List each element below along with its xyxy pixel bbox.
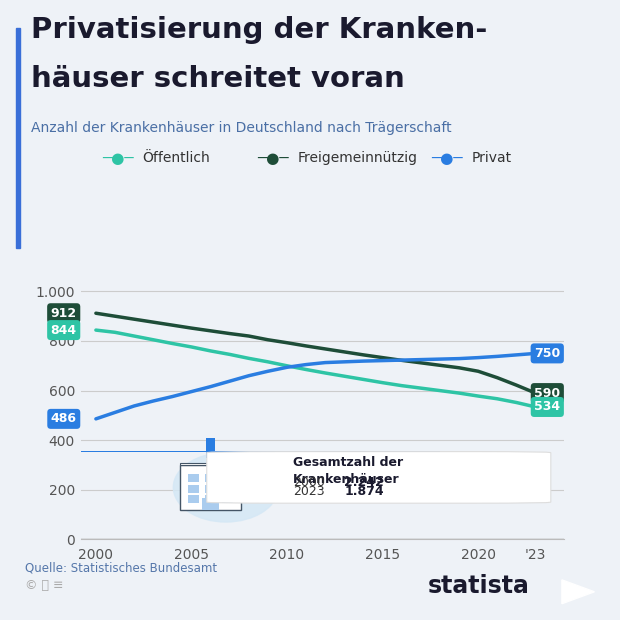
Text: ─●─: ─●─ [431,151,462,166]
Text: Anzahl der Krankenhäuser in Deutschland nach Trägerschaft: Anzahl der Krankenhäuser in Deutschland … [31,121,451,135]
Bar [223,495,233,503]
Bar [205,485,216,492]
Text: Gesamtzahl der
Krankenhäuser: Gesamtzahl der Krankenhäuser [293,456,403,486]
Text: Privatisierung der Kranken-: Privatisierung der Kranken- [31,16,487,43]
Text: 2023: 2023 [293,485,324,498]
Bar [202,498,219,510]
Ellipse shape [174,453,278,522]
Text: ─●─: ─●─ [102,151,133,166]
Text: 2000: 2000 [293,476,325,489]
Text: 750: 750 [534,347,560,360]
Bar [188,495,199,503]
Text: 1.874: 1.874 [344,485,384,498]
Bar [180,463,241,465]
Text: © ⓘ ≡: © ⓘ ≡ [25,579,63,592]
Bar [223,474,233,482]
Bar [188,474,199,482]
FancyBboxPatch shape [206,451,551,503]
Bar [206,438,215,458]
Text: Freigemeinnützig: Freigemeinnützig [298,151,418,165]
Text: ─●─: ─●─ [257,151,288,166]
Text: 2.242: 2.242 [344,476,384,489]
Text: Privat: Privat [471,151,511,165]
Text: Öffentlich: Öffentlich [143,151,210,165]
Text: 912: 912 [51,307,77,320]
Text: 486: 486 [51,412,77,425]
Bar [223,485,233,492]
Text: 590: 590 [534,387,560,399]
Text: häuser schreitet voran: häuser schreitet voran [31,65,405,93]
Text: 534: 534 [534,401,560,414]
Bar [180,465,241,510]
Text: statista: statista [428,574,529,598]
Bar [188,485,199,492]
Bar [205,474,216,482]
Bar [205,495,216,503]
Polygon shape [562,580,595,604]
Text: Quelle: Statistisches Bundesamt: Quelle: Statistisches Bundesamt [25,561,217,574]
Text: 844: 844 [51,324,77,337]
